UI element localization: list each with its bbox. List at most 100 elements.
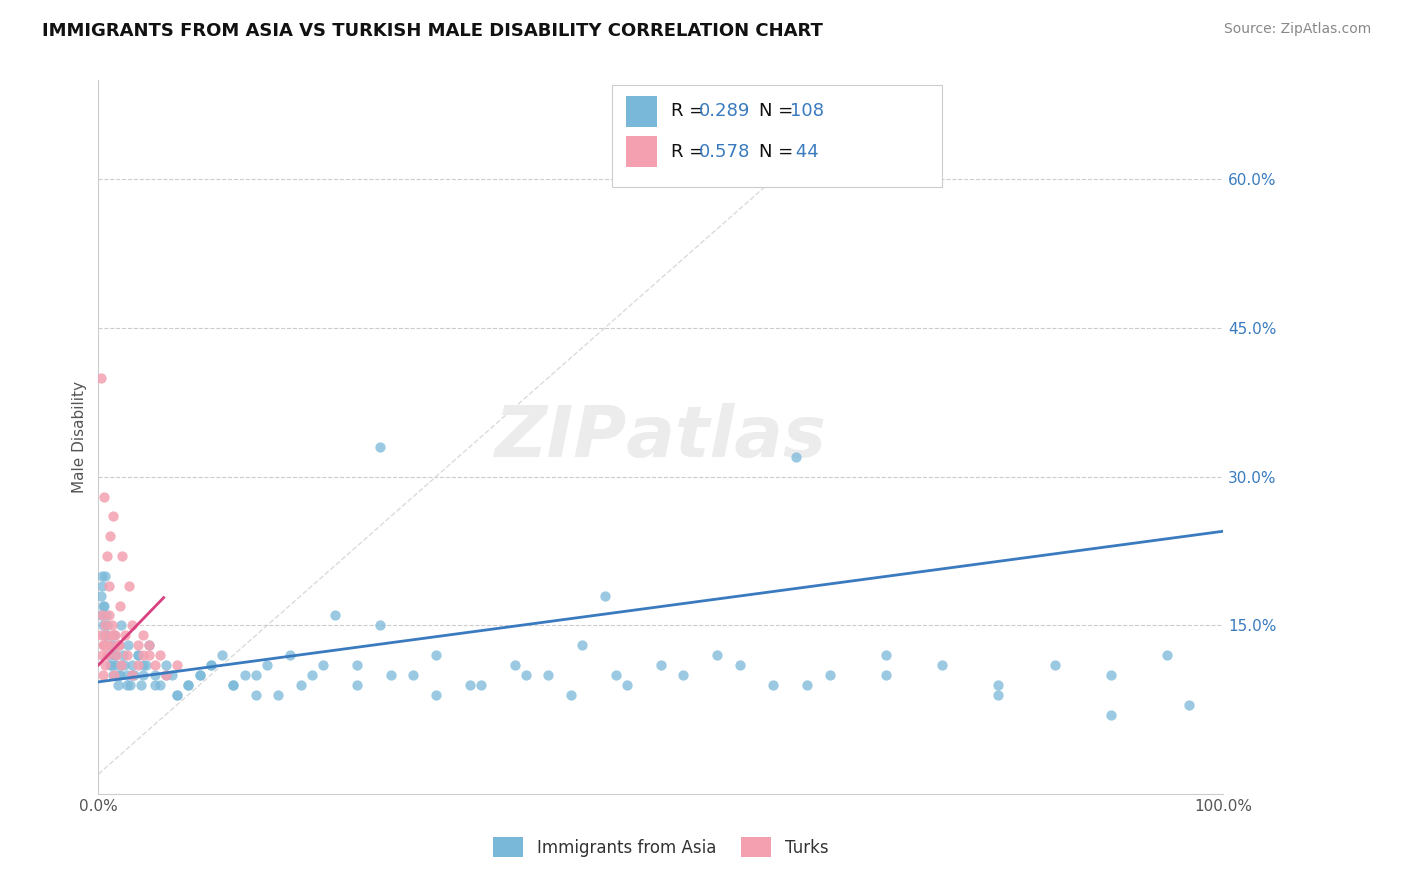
Point: [121, 658, 143, 673]
Point: [593, 589, 616, 603]
Point: [103, 628, 125, 642]
Point: [112, 658, 135, 673]
Point: [90, 648, 112, 662]
Point: [96, 628, 118, 642]
Point: [503, 658, 526, 673]
Point: [107, 638, 129, 652]
Point: [101, 638, 124, 652]
Text: ZIP​atlas: ZIP​atlas: [495, 402, 827, 472]
Point: [115, 678, 138, 692]
Point: [132, 668, 155, 682]
Point: [143, 658, 166, 673]
Point: [222, 678, 245, 692]
Point: [796, 678, 818, 692]
Point: [101, 628, 124, 642]
Point: [368, 618, 391, 632]
Point: [312, 658, 335, 673]
Point: [346, 678, 368, 692]
Point: [987, 688, 1010, 702]
Point: [98, 638, 121, 652]
Point: [115, 668, 138, 682]
Point: [107, 668, 129, 682]
Point: [90, 370, 112, 384]
Point: [121, 668, 143, 682]
Point: [177, 678, 200, 692]
Point: [267, 688, 290, 702]
Point: [211, 648, 233, 662]
Point: [104, 648, 127, 662]
Point: [101, 668, 124, 682]
Point: [97, 648, 120, 662]
Point: [101, 618, 124, 632]
Point: [97, 608, 120, 623]
Point: [706, 143, 728, 157]
Point: [96, 638, 118, 652]
Point: [129, 678, 152, 692]
Point: [96, 628, 118, 642]
Point: [93, 490, 115, 504]
Point: [127, 638, 149, 652]
Point: [90, 608, 112, 623]
Point: [90, 589, 112, 603]
Point: [138, 638, 160, 652]
Point: [105, 658, 128, 673]
Point: [200, 658, 222, 673]
Point: [425, 688, 447, 702]
Point: [818, 668, 841, 682]
Point: [101, 658, 124, 673]
Point: [112, 648, 135, 662]
Point: [90, 608, 112, 623]
Point: [177, 678, 200, 692]
Point: [368, 440, 391, 454]
Text: R =: R =: [671, 103, 710, 120]
Point: [97, 579, 120, 593]
Point: [256, 658, 278, 673]
Point: [470, 678, 492, 692]
Point: [103, 668, 125, 682]
Point: [155, 668, 177, 682]
Point: [515, 668, 537, 682]
Point: [650, 658, 672, 673]
Point: [166, 688, 188, 702]
Point: [1099, 668, 1122, 682]
Point: [560, 688, 582, 702]
Point: [94, 618, 117, 632]
Point: [96, 608, 118, 623]
Point: [537, 668, 560, 682]
Point: [104, 648, 127, 662]
Point: [101, 509, 124, 524]
Point: [114, 628, 136, 642]
Point: [104, 628, 127, 642]
Point: [111, 549, 134, 563]
Point: [135, 658, 157, 673]
Point: [155, 658, 177, 673]
Point: [301, 668, 323, 682]
Legend: Immigrants from Asia, Turks: Immigrants from Asia, Turks: [486, 830, 835, 864]
Point: [1178, 698, 1201, 712]
Point: [245, 668, 267, 682]
Point: [458, 678, 481, 692]
Point: [110, 658, 132, 673]
Point: [105, 648, 128, 662]
Point: [166, 688, 188, 702]
Point: [402, 668, 425, 682]
Point: [127, 648, 149, 662]
Point: [121, 668, 143, 682]
Text: N =: N =: [759, 143, 799, 161]
Point: [98, 658, 121, 673]
Point: [155, 668, 177, 682]
Point: [91, 668, 114, 682]
Point: [875, 648, 897, 662]
Point: [107, 678, 129, 692]
Point: [188, 668, 211, 682]
Point: [110, 618, 132, 632]
Point: [93, 628, 115, 642]
Point: [132, 648, 155, 662]
Point: [93, 638, 115, 652]
Point: [110, 658, 132, 673]
Point: [571, 638, 593, 652]
Point: [118, 579, 141, 593]
Point: [107, 638, 129, 652]
Point: [149, 678, 172, 692]
Point: [1156, 648, 1178, 662]
